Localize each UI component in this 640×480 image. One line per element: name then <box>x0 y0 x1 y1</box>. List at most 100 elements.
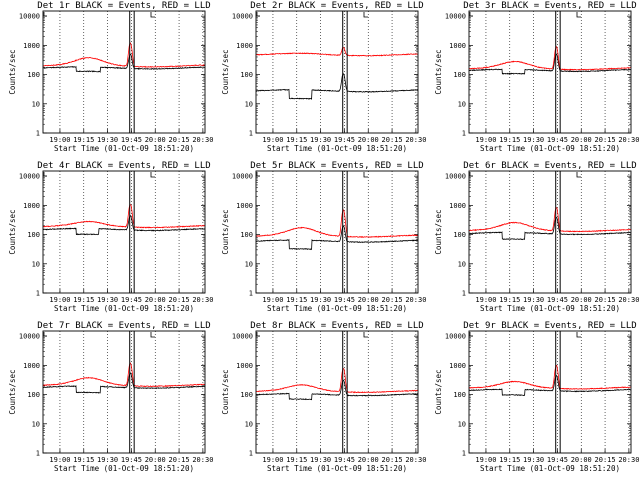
panel-det-3r: Det 3r BLACK = Events, RED = LLD 1 10 100 10… <box>426 0 639 160</box>
x-tick-label: 20:00 <box>145 296 166 304</box>
y-tick-label: 10 <box>32 420 40 428</box>
panel-det-6r: Det 6r BLACK = Events, RED = LLD 1 10 100 10… <box>426 160 639 320</box>
chart-svg: Det 3r BLACK = Events, RED = LLD 1 10 100 10… <box>434 1 639 153</box>
y-tick-label: 10000 <box>445 333 466 341</box>
chart-svg: Det 6r BLACK = Events, RED = LLD 1 10 100 10… <box>434 161 639 313</box>
y-tick-label: 1000 <box>236 362 253 370</box>
y-tick-label: 100 <box>240 71 253 79</box>
plot-frame <box>468 170 632 294</box>
x-tick-label: 19:15 <box>73 296 94 304</box>
x-tick-label: 19:45 <box>334 296 355 304</box>
x-tick-label: 20:00 <box>571 136 592 144</box>
y-tick-label: 1000 <box>23 362 40 370</box>
y-tick-label: 10000 <box>232 173 253 181</box>
x-tick-label: 19:15 <box>499 456 520 464</box>
x-tick-label: 20:00 <box>358 296 379 304</box>
plot-frame <box>468 10 632 134</box>
y-tick-label: 100 <box>27 391 40 399</box>
x-tick-label: 19:15 <box>73 136 94 144</box>
x-tick-label: 20:30 <box>405 456 426 464</box>
x-axis-label: Start Time (01-Oct-09 18:51:20) <box>267 304 407 313</box>
y-tick-label: 1000 <box>236 202 253 210</box>
panel-title: Det 3r BLACK = Events, RED = LLD <box>463 1 636 11</box>
plot-frame <box>468 330 632 454</box>
x-tick-label: 20:15 <box>169 456 190 464</box>
plot-frame <box>42 330 206 454</box>
y-tick-label: 1000 <box>449 42 466 50</box>
chart-svg: Det 8r BLACK = Events, RED = LLD 1 10 100 10… <box>221 321 426 473</box>
y-tick-label: 100 <box>27 231 40 239</box>
corner-marker <box>150 332 155 338</box>
chart-svg: Det 9r BLACK = Events, RED = LLD 1 10 100 10… <box>434 321 639 473</box>
x-tick-label: 19:00 <box>475 456 496 464</box>
chart-svg: Det 4r BLACK = Events, RED = LLD 1 10 100 10… <box>8 161 213 313</box>
y-tick-label: 1 <box>462 450 466 458</box>
x-tick-label: 20:15 <box>169 136 190 144</box>
x-tick-label: 19:45 <box>334 136 355 144</box>
y-tick-label: 1000 <box>449 362 466 370</box>
y-axis-label: Counts/sec <box>221 209 230 254</box>
panel-title: Det 9r BLACK = Events, RED = LLD <box>463 321 636 331</box>
chart-svg: Det 2r BLACK = Events, RED = LLD 1 10 100 10… <box>221 1 426 153</box>
x-tick-label: 20:15 <box>382 296 403 304</box>
series-line-lld <box>43 204 205 229</box>
corner-marker <box>150 12 155 18</box>
x-tick-label: 20:00 <box>145 136 166 144</box>
y-axis-label: Counts/sec <box>8 209 17 254</box>
series-line-events <box>256 379 418 401</box>
x-tick-label: 19:15 <box>73 456 94 464</box>
x-tick-label: 19:15 <box>286 296 307 304</box>
corner-marker <box>576 172 581 178</box>
y-tick-label: 1 <box>462 130 466 138</box>
x-tick-label: 19:45 <box>334 456 355 464</box>
chart-svg: Det 7r BLACK = Events, RED = LLD 1 10 100 10… <box>8 321 213 473</box>
y-tick-label: 10 <box>458 100 466 108</box>
x-tick-label: 20:15 <box>595 136 616 144</box>
plot-frame <box>255 170 419 294</box>
x-tick-label: 19:30 <box>523 296 544 304</box>
x-tick-label: 19:30 <box>97 296 118 304</box>
x-axis-label: Start Time (01-Oct-09 18:51:20) <box>54 464 194 473</box>
series-line-lld <box>469 46 631 71</box>
y-tick-label: 1 <box>36 130 40 138</box>
x-axis-label: Start Time (01-Oct-09 18:51:20) <box>480 304 620 313</box>
series-line-events <box>469 53 631 75</box>
x-tick-label: 19:00 <box>49 296 70 304</box>
plot-frame <box>42 170 206 294</box>
series-line-lld <box>43 362 205 388</box>
x-tick-label: 19:15 <box>286 136 307 144</box>
y-tick-label: 1000 <box>449 202 466 210</box>
y-tick-label: 10 <box>32 260 40 268</box>
series-line-events <box>469 216 631 241</box>
plot-frame <box>255 10 419 134</box>
chart-svg: Det 1r BLACK = Events, RED = LLD 1 10 100 10… <box>8 1 213 153</box>
x-tick-label: 20:15 <box>382 456 403 464</box>
series-line-events <box>469 375 631 397</box>
y-axis-label: Counts/sec <box>8 369 17 414</box>
series-line-lld <box>256 46 418 57</box>
y-tick-label: 100 <box>453 231 466 239</box>
y-tick-label: 10000 <box>19 333 40 341</box>
corner-marker <box>256 12 260 17</box>
x-tick-label: 20:30 <box>618 296 639 304</box>
x-tick-label: 19:00 <box>49 136 70 144</box>
x-tick-label: 19:30 <box>310 136 331 144</box>
x-tick-label: 19:45 <box>121 136 142 144</box>
panel-det-1r: Det 1r BLACK = Events, RED = LLD 1 10 100 10… <box>0 0 213 160</box>
y-tick-label: 10 <box>245 420 253 428</box>
x-tick-label: 19:00 <box>262 296 283 304</box>
x-tick-label: 19:30 <box>97 456 118 464</box>
panel-title: Det 1r BLACK = Events, RED = LLD <box>37 1 210 11</box>
panel-title: Det 5r BLACK = Events, RED = LLD <box>250 161 423 171</box>
panel-title: Det 7r BLACK = Events, RED = LLD <box>37 321 210 331</box>
x-tick-label: 20:15 <box>382 136 403 144</box>
y-axis-label: Counts/sec <box>221 369 230 414</box>
panel-det-9r: Det 9r BLACK = Events, RED = LLD 1 10 100 10… <box>426 320 639 480</box>
corner-marker <box>469 172 473 177</box>
series-line-events <box>43 53 205 74</box>
x-tick-label: 20:15 <box>169 296 190 304</box>
corner-marker <box>43 172 47 177</box>
x-tick-label: 19:30 <box>523 456 544 464</box>
x-tick-label: 20:30 <box>405 296 426 304</box>
y-tick-label: 1 <box>249 290 253 298</box>
